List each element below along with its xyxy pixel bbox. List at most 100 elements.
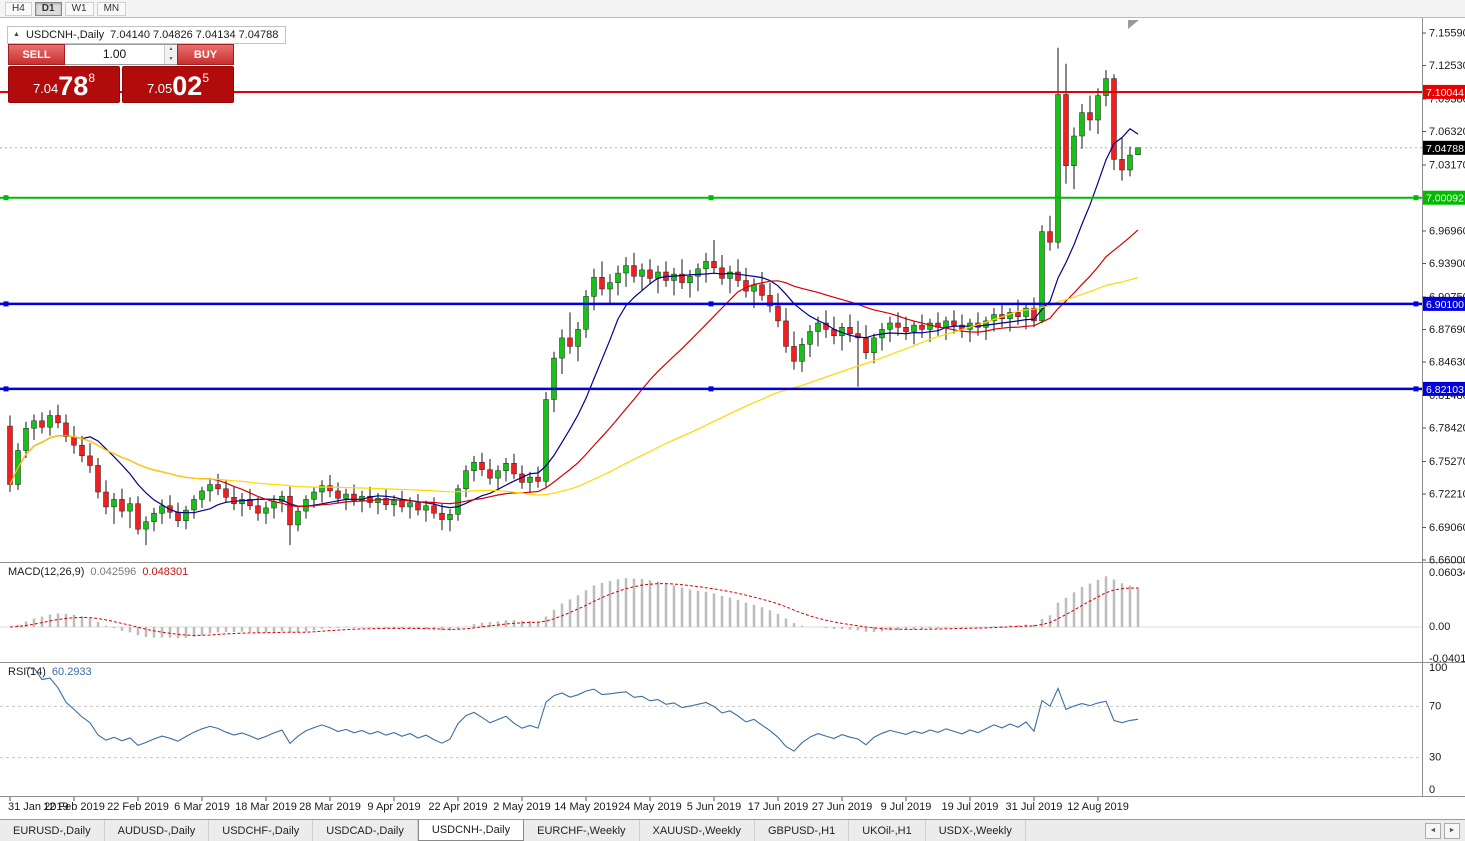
- candle-body: [815, 322, 821, 332]
- price-tick-label: 6.66000: [1429, 555, 1465, 567]
- candle-body: [143, 521, 149, 530]
- line-handle[interactable]: [708, 386, 714, 392]
- trade-controls-row: SELL 1.00 ▲ ▼ BUY: [8, 44, 234, 65]
- candle-body: [415, 502, 421, 511]
- line-handle[interactable]: [708, 195, 714, 201]
- chart-shift-marker[interactable]: [1128, 20, 1139, 29]
- date-tick-label: 22 Apr 2019: [428, 801, 487, 813]
- candle-body: [511, 463, 517, 475]
- candle-body: [687, 276, 693, 283]
- candle-body: [63, 422, 69, 437]
- candle-body: [279, 495, 285, 502]
- chart-tab-usdchf-daily[interactable]: USDCHF-,Daily: [209, 820, 314, 841]
- candle-body: [1095, 95, 1101, 121]
- rsi-axis-label: 70: [1429, 700, 1441, 712]
- candle-body: [471, 461, 477, 471]
- chart-tab-eurchf-weekly[interactable]: EURCHF-,Weekly: [524, 820, 640, 841]
- chart-tab-xauusd-weekly[interactable]: XAUUSD-,Weekly: [640, 820, 755, 841]
- sell-button[interactable]: SELL: [8, 44, 65, 65]
- support-line-68210-badge-label: 6.82103: [1426, 384, 1464, 396]
- price-tick-label: 6.93900: [1429, 258, 1465, 270]
- candle-body: [543, 399, 549, 482]
- volume-down-icon[interactable]: ▼: [165, 54, 177, 64]
- candle-body: [407, 502, 413, 508]
- date-tick-label: 24 May 2019: [618, 801, 682, 813]
- candle-body: [527, 476, 533, 483]
- timeframe-button-mn[interactable]: MN: [96, 1, 127, 16]
- candle-body: [183, 509, 189, 521]
- candle-body: [23, 427, 29, 451]
- chart-tab-usdcad-daily[interactable]: USDCAD-,Daily: [313, 820, 418, 841]
- candle-body: [47, 415, 53, 428]
- candle-body: [807, 331, 813, 345]
- candle-body: [1127, 154, 1133, 171]
- ohlc-values: 7.04140 7.04826 7.04134 7.04788: [110, 29, 279, 41]
- candle-body: [903, 327, 909, 332]
- candle-body: [287, 495, 293, 526]
- timeframe-button-d1[interactable]: D1: [34, 1, 62, 16]
- tab-scroll-left-icon[interactable]: ◄: [1425, 822, 1441, 839]
- candle-body: [1007, 312, 1013, 320]
- candle-body: [87, 455, 93, 466]
- chart-tab-bar: EURUSD-,Daily AUDUSD-,Daily USDCHF-,Daily U…: [0, 819, 1465, 841]
- support-line-69010-badge: [1423, 296, 1465, 311]
- buy-button[interactable]: BUY: [177, 44, 234, 65]
- candle-body: [455, 488, 461, 515]
- candle-body: [927, 322, 933, 330]
- buy-price-display[interactable]: 7.05 02 5: [122, 66, 234, 103]
- candlestick-series: [7, 47, 1141, 546]
- candle-body: [335, 490, 341, 499]
- line-handle[interactable]: [708, 301, 714, 307]
- candle-body: [479, 461, 485, 470]
- trade-prices-row: 7.04 78 8 7.05 02 5: [8, 66, 234, 103]
- volume-spinner: ▲ ▼: [164, 45, 177, 64]
- candle-body: [119, 499, 125, 512]
- candle-body: [7, 425, 13, 485]
- volume-up-icon[interactable]: ▲: [165, 45, 177, 55]
- support-line-69010-badge-label: 6.90100: [1426, 299, 1464, 311]
- sell-price-display[interactable]: 7.04 78 8: [8, 66, 120, 103]
- line-handle[interactable]: [3, 386, 9, 392]
- line-handle[interactable]: [3, 301, 9, 307]
- line-handle[interactable]: [1413, 195, 1419, 201]
- candle-body: [31, 420, 37, 429]
- candle-body: [1087, 112, 1093, 121]
- chart-tab-gbpusd-h1[interactable]: GBPUSD-,H1: [755, 820, 850, 841]
- chart-canvas[interactable]: 7.155907.125307.093807.063207.031706.969…: [0, 0, 1465, 818]
- line-handle[interactable]: [3, 195, 9, 201]
- candle-body: [319, 485, 325, 493]
- chart-tab-ukoil-h1[interactable]: UKOil-,H1: [849, 820, 926, 841]
- candle-body: [71, 436, 77, 446]
- candle-body: [1039, 231, 1045, 322]
- candle-body: [79, 444, 85, 457]
- tab-scroll-right-icon[interactable]: ►: [1444, 822, 1460, 839]
- chart-tab-eurusd-daily[interactable]: EURUSD-,Daily: [0, 820, 105, 841]
- trade-panel-collapse-icon[interactable]: ▲: [13, 31, 20, 38]
- chart-tab-usdcnh-daily[interactable]: USDCNH-,Daily: [417, 820, 525, 841]
- timeframe-button-w1[interactable]: W1: [64, 1, 94, 16]
- macd-signal-line: [9, 583, 1139, 636]
- chart-tab-usdx-weekly[interactable]: USDX-,Weekly: [926, 820, 1026, 841]
- candle-body: [1135, 147, 1141, 155]
- volume-value[interactable]: 1.00: [102, 47, 127, 61]
- buy-price-pip: 5: [202, 71, 210, 85]
- candle-body: [1103, 78, 1109, 96]
- chart-tab-audusd-daily[interactable]: AUDUSD-,Daily: [105, 820, 210, 841]
- candle-body: [1015, 312, 1021, 317]
- candle-body: [607, 282, 613, 290]
- sell-price-pip: 8: [88, 71, 96, 85]
- candle-body: [1055, 94, 1061, 243]
- volume-control[interactable]: 1.00 ▲ ▼: [65, 44, 177, 65]
- date-tick-label: 9 Jul 2019: [881, 801, 932, 813]
- date-tick-label: 19 Jul 2019: [942, 801, 999, 813]
- timeframe-button-h4[interactable]: H4: [5, 1, 32, 16]
- candle-body: [735, 271, 741, 281]
- date-tick-label: 6 Mar 2019: [174, 801, 230, 813]
- candle-body: [351, 493, 357, 501]
- candle-body: [1111, 78, 1117, 160]
- symbol-label: USDCNH-,Daily: [25, 29, 105, 41]
- line-handle[interactable]: [1413, 386, 1419, 392]
- candle-body: [135, 503, 141, 530]
- line-handle[interactable]: [1413, 301, 1419, 307]
- macd-axis-label: -0.040136: [1429, 653, 1465, 665]
